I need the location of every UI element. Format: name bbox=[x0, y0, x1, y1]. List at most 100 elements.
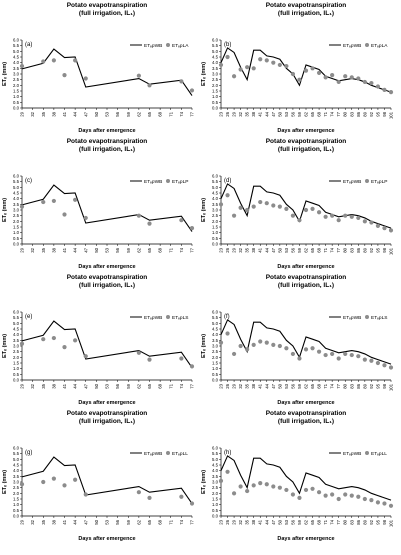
data-point bbox=[136, 73, 141, 78]
chart-title: Potato evapotranspiration bbox=[266, 274, 347, 281]
chart-title: Potato evapotranspiration bbox=[266, 2, 347, 9]
data-point bbox=[323, 493, 328, 498]
panel-label: (g) bbox=[25, 450, 32, 456]
x-tick-label: 44 bbox=[73, 383, 78, 388]
y-axis-label: ETₑ (mm) bbox=[201, 470, 207, 494]
x-tick-label: 71 bbox=[168, 247, 173, 252]
x-tick-label: 29 bbox=[232, 247, 237, 252]
data-point bbox=[356, 215, 361, 221]
x-tick-label: 35 bbox=[41, 111, 46, 116]
data-point bbox=[136, 350, 141, 355]
panel-label: (b) bbox=[224, 42, 231, 48]
x-tick-label: 26 bbox=[225, 519, 230, 524]
legend-marker-swatch bbox=[365, 315, 369, 319]
data-point bbox=[238, 343, 243, 349]
x-tick-label: 44 bbox=[264, 247, 269, 252]
x-tick-label: 38 bbox=[51, 111, 56, 116]
x-tick-label: 59 bbox=[297, 383, 302, 388]
data-point bbox=[336, 218, 341, 223]
x-tick-label: 95 bbox=[375, 383, 380, 388]
x-tick-label: 68 bbox=[317, 383, 322, 388]
legend-label: ETₑpLP bbox=[172, 179, 188, 185]
x-tick-label: 86 bbox=[356, 519, 361, 524]
data-point bbox=[375, 360, 381, 366]
y-tick-label: 0.5 bbox=[13, 100, 20, 105]
y-tick-label: 3.5 bbox=[212, 338, 219, 343]
x-tick-label: 41 bbox=[258, 383, 263, 388]
legend-marker-swatch bbox=[365, 451, 369, 455]
y-tick-label: 1.0 bbox=[13, 366, 20, 371]
data-point bbox=[369, 358, 374, 363]
x-tick-label: 56 bbox=[115, 519, 120, 524]
data-point bbox=[277, 343, 282, 349]
x-tick-label: 29 bbox=[232, 111, 237, 116]
x-tick-label: 26 bbox=[225, 383, 230, 388]
data-point bbox=[388, 90, 394, 95]
x-tick-label: 29 bbox=[20, 247, 25, 252]
y-tick-label: 0.0 bbox=[13, 378, 20, 383]
y-tick-label: 3.0 bbox=[212, 208, 219, 213]
y-tick-label: 0.5 bbox=[212, 372, 219, 377]
data-point bbox=[218, 340, 224, 345]
chart-title: Potato evapotranspiration bbox=[67, 138, 148, 145]
data-point bbox=[189, 88, 195, 93]
data-point bbox=[179, 494, 184, 499]
data-point bbox=[290, 492, 296, 497]
data-point bbox=[310, 346, 315, 351]
data-point bbox=[147, 221, 152, 226]
x-tick-label: 59 bbox=[126, 383, 131, 388]
data-point bbox=[303, 207, 309, 213]
legend-label: ETₑpWB bbox=[144, 315, 162, 321]
x-tick-label: 71 bbox=[323, 247, 328, 252]
data-point bbox=[290, 351, 296, 357]
x-axis-label: Days after emergence bbox=[277, 128, 334, 134]
data-point bbox=[73, 338, 78, 343]
x-tick-label: 71 bbox=[168, 519, 173, 524]
x-tick-label: 62 bbox=[136, 519, 141, 524]
data-point bbox=[231, 213, 237, 218]
chart-title: Potato evapotranspiration bbox=[67, 274, 148, 281]
y-tick-label: 2.0 bbox=[212, 355, 219, 360]
chart-title: Potato evapotranspiration bbox=[67, 2, 148, 9]
y-tick-label: 0.0 bbox=[212, 378, 219, 383]
y-tick-label: 5.5 bbox=[13, 43, 20, 48]
x-tick-label: 26 bbox=[225, 111, 230, 116]
data-point bbox=[349, 214, 354, 219]
x-tick-label: 83 bbox=[349, 111, 354, 116]
data-point bbox=[179, 79, 184, 84]
y-tick-label: 4.5 bbox=[13, 463, 20, 468]
y-tick-label: 5.5 bbox=[212, 451, 219, 456]
x-tick-label: 65 bbox=[310, 247, 315, 252]
data-point bbox=[343, 351, 348, 357]
data-point bbox=[362, 357, 367, 362]
x-tick-label: 29 bbox=[232, 383, 237, 388]
data-point bbox=[225, 469, 230, 474]
x-tick-label: 101 bbox=[389, 383, 394, 391]
y-tick-label: 1.5 bbox=[13, 225, 20, 230]
chart-panel-7: Potato evapotranspiration(full irrigatio… bbox=[2, 410, 195, 542]
x-tick-label: 59 bbox=[297, 111, 302, 116]
x-axis-label: Days after emergence bbox=[277, 536, 334, 542]
x-tick-label: 50 bbox=[94, 247, 99, 252]
data-point bbox=[336, 79, 341, 85]
x-tick-label: 56 bbox=[290, 247, 295, 252]
x-tick-label: 89 bbox=[362, 383, 367, 388]
y-tick-label: 2.5 bbox=[212, 349, 219, 354]
y-tick-label: 6.0 bbox=[13, 310, 20, 315]
y-tick-label: 3.0 bbox=[13, 72, 20, 77]
x-tick-label: 65 bbox=[147, 383, 152, 388]
data-point bbox=[238, 205, 243, 210]
x-tick-label: 98 bbox=[382, 519, 387, 524]
data-point bbox=[375, 84, 381, 89]
y-tick-label: 1.0 bbox=[13, 94, 20, 99]
legend-label: ETₑpWB bbox=[144, 179, 162, 185]
x-axis-label: Days after emergence bbox=[78, 264, 135, 270]
x-tick-label: 77 bbox=[336, 383, 341, 388]
y-tick-label: 4.0 bbox=[13, 196, 20, 201]
x-tick-label: 59 bbox=[297, 247, 302, 252]
y-tick-label: 0.0 bbox=[13, 242, 20, 247]
legend-label: ETₑpWB bbox=[343, 179, 361, 185]
x-tick-label: 35 bbox=[41, 247, 46, 252]
data-point bbox=[303, 487, 309, 493]
